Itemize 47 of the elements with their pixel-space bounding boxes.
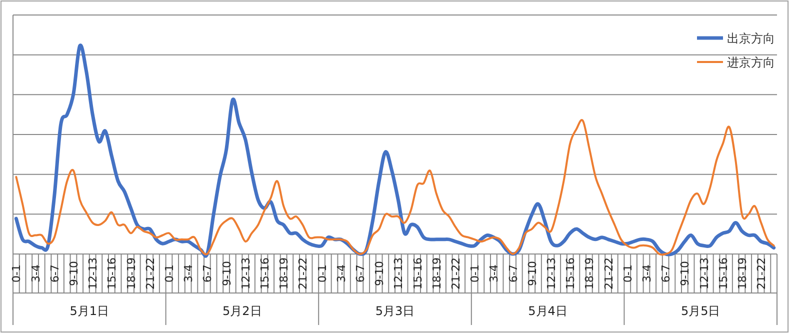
text: 5月3日 [375, 304, 415, 318]
x-tick-label: 12-13 [392, 258, 406, 290]
x-tick-label: 21-22 [144, 258, 157, 290]
x-tick-label: 12-13 [239, 258, 252, 290]
x-tick-label: 21-22 [449, 258, 462, 290]
text: 5月1日 [70, 304, 110, 318]
text: 5月4日 [528, 304, 568, 318]
x-tick-label: 0-1 [316, 264, 329, 282]
x-tick-label: 9-10 [67, 261, 80, 286]
x-tick-label: 6-7 [201, 264, 214, 282]
x-tick-label: 6-7 [660, 264, 673, 282]
x-tick-label: 0-1 [621, 264, 634, 282]
x-tick-label: 21-22 [755, 258, 768, 290]
x-tick-label: 15-16 [258, 258, 272, 290]
x-tick-label: 0-1 [468, 264, 482, 282]
x-tick-label: 21-22 [296, 258, 310, 290]
x-tick-label: 6-7 [48, 264, 62, 282]
x-tick-label: 9-10 [678, 261, 692, 286]
x-tick-label: 18-19 [583, 258, 596, 290]
x-tick-label: 21-22 [602, 258, 616, 290]
text: 5月2日 [222, 304, 262, 318]
x-tick-label: 0-1 [162, 264, 176, 282]
x-tick-label: 15-16 [411, 258, 424, 290]
x-tick-label: 12-13 [86, 258, 100, 290]
x-tick-label: 3-4 [182, 264, 196, 282]
x-tick-label: 12-13 [698, 258, 711, 290]
x-tick-label: 9-10 [373, 261, 386, 286]
x-tick-label: 18-19 [124, 258, 138, 290]
x-tick-label: 18-19 [278, 258, 291, 290]
x-tick-label: 3-4 [334, 264, 348, 282]
x-tick-label: 9-10 [220, 261, 234, 286]
x-tick-label: 9-10 [526, 261, 539, 286]
x-tick-label: 15-16 [716, 258, 730, 290]
x-tick-label: 6-7 [354, 264, 367, 282]
x-tick-label: 3-4 [488, 264, 501, 282]
x-tick-label: 0-1 [10, 264, 24, 282]
legend-label: 出京方向 [727, 32, 775, 46]
x-tick-label: 12-13 [544, 258, 558, 290]
x-tick-label: 3-4 [29, 264, 42, 282]
text: 5月5日 [680, 304, 720, 318]
x-tick-label: 18-19 [736, 258, 749, 290]
legend-label: 进京方向 [727, 56, 775, 70]
x-tick-label: 6-7 [506, 264, 520, 282]
x-tick-label: 3-4 [640, 264, 654, 282]
x-tick-label: 15-16 [564, 258, 578, 290]
x-tick-label: 15-16 [106, 258, 119, 290]
x-tick-label: 18-19 [430, 258, 444, 290]
